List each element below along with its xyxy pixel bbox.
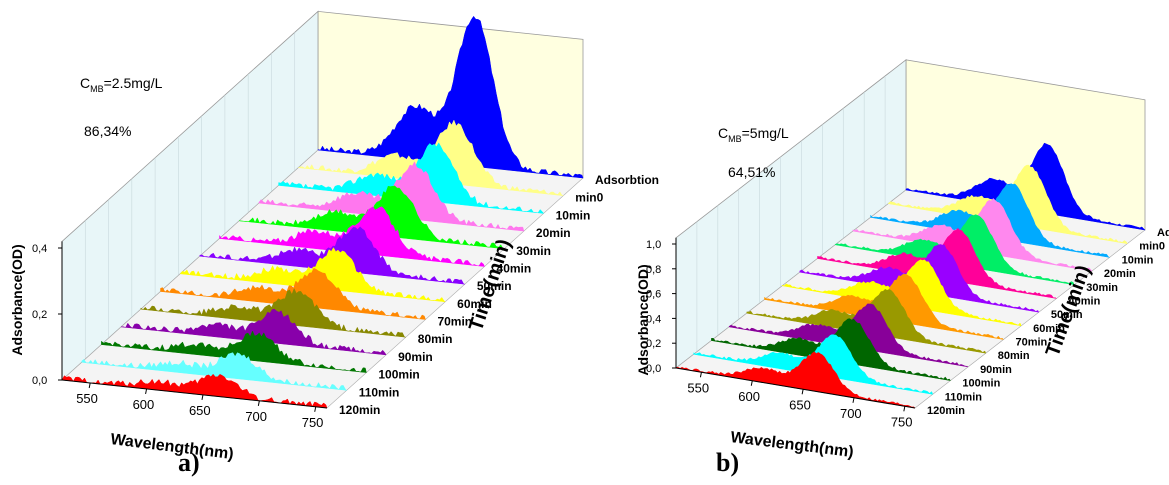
z-tick-80min: 80min xyxy=(418,332,453,346)
panel-b-caption: b) xyxy=(716,448,740,477)
x-tick-mark xyxy=(88,382,91,389)
series-120min xyxy=(61,373,328,409)
efficiency-label: 64,51% xyxy=(728,164,775,180)
z-tick-120min: 120min xyxy=(339,403,380,417)
z-tick-110min: 110min xyxy=(359,385,400,399)
x-tick-mark xyxy=(257,400,260,406)
x-tick-mark xyxy=(903,406,906,412)
z-tick-10min: 10min xyxy=(556,208,591,222)
x-tick-label: 650 xyxy=(789,397,811,412)
x-tick-label: 600 xyxy=(133,397,155,412)
y-tick-label: 0,2 xyxy=(32,309,47,321)
z-tick-min0: min0 xyxy=(575,191,603,205)
z-tick-40min: 40min xyxy=(497,261,532,275)
z-tick-70min: 70min xyxy=(437,315,472,329)
series-120min xyxy=(675,351,916,409)
z-tick-min0: min0 xyxy=(1139,241,1165,253)
z-tick-80min: 80min xyxy=(998,350,1030,362)
y-tick-label: 0,0 xyxy=(32,375,47,387)
y-tick-label: 0,2 xyxy=(646,338,661,350)
z-tick-30min: 30min xyxy=(516,244,551,258)
x-tick-mark xyxy=(801,389,804,395)
series-100min xyxy=(101,330,367,373)
x-tick-mark xyxy=(699,372,702,378)
z-tick-30min: 30min xyxy=(1086,282,1118,294)
x-tick-label: 700 xyxy=(840,406,862,421)
x-tick-label: 650 xyxy=(189,403,211,418)
z-tick-50min: 50min xyxy=(1051,309,1083,321)
x-tick-mark xyxy=(145,388,148,395)
series-Adsorbtion xyxy=(317,15,584,179)
z-tick-20min: 20min xyxy=(1104,268,1136,280)
x-tick-label: 600 xyxy=(738,389,760,404)
concentration-label: CMB=2.5mg/L xyxy=(80,75,163,94)
concentration-label: CMB=5mg/L xyxy=(718,125,789,144)
z-tick-Adsorbtion: Adsorbtion xyxy=(1157,227,1169,239)
series-90min xyxy=(121,308,387,356)
y-tick-label: 1,0 xyxy=(646,239,661,251)
x-tick-label: 550 xyxy=(76,391,98,406)
y-tick-label: 0,6 xyxy=(646,289,661,301)
z-tick-100min: 100min xyxy=(378,368,419,382)
z-tick-60min: 60min xyxy=(457,297,492,311)
z-tick-50min: 50min xyxy=(477,279,512,293)
y-axis-title: Adsorbance(OD) xyxy=(635,264,651,375)
x-tick-label: 550 xyxy=(687,380,709,395)
z-tick-100min: 100min xyxy=(962,378,1000,390)
z-tick-90min: 90min xyxy=(980,364,1012,376)
x-tick-mark xyxy=(314,406,317,412)
y-tick-label: 0,0 xyxy=(646,363,661,375)
z-tick-10min: 10min xyxy=(1122,254,1154,266)
x-tick-mark xyxy=(201,394,204,400)
x-tick-mark xyxy=(750,380,753,386)
z-tick-120min: 120min xyxy=(927,405,965,417)
z-tick-20min: 20min xyxy=(536,226,571,240)
series-110min xyxy=(81,352,347,391)
z-tick-70min: 70min xyxy=(1015,337,1047,349)
x-axis-line xyxy=(61,379,328,409)
z-tick-110min: 110min xyxy=(945,391,983,403)
z-tick-40min: 40min xyxy=(1069,295,1101,307)
z-tick-90min: 90min xyxy=(398,350,433,364)
z-tick-Adsorbtion: Adsorbtion xyxy=(595,173,659,187)
x-tick-label: 750 xyxy=(891,414,913,429)
x-axis-title: Wavelength(nm) xyxy=(110,431,235,463)
x-tick-label: 700 xyxy=(245,409,267,424)
x-axis-title: Wavelength(nm) xyxy=(730,429,855,461)
z-tick-60min: 60min xyxy=(1033,323,1065,335)
panel-a-caption: a) xyxy=(178,448,200,477)
x-tick-label: 750 xyxy=(302,415,324,430)
y-tick-label: 0,8 xyxy=(646,264,661,276)
y-tick-label: 0,4 xyxy=(32,243,47,255)
chart-panel-a: Adsorbtion min0 10min 20min 30min 40min 50min 6… xyxy=(9,10,659,463)
y-axis-title: Adsorbance(OD) xyxy=(9,244,25,355)
efficiency-label: 86,34% xyxy=(84,123,131,139)
y-tick-label: 0,4 xyxy=(646,313,661,325)
x-axis-line xyxy=(675,367,916,409)
x-tick-mark xyxy=(852,397,855,403)
